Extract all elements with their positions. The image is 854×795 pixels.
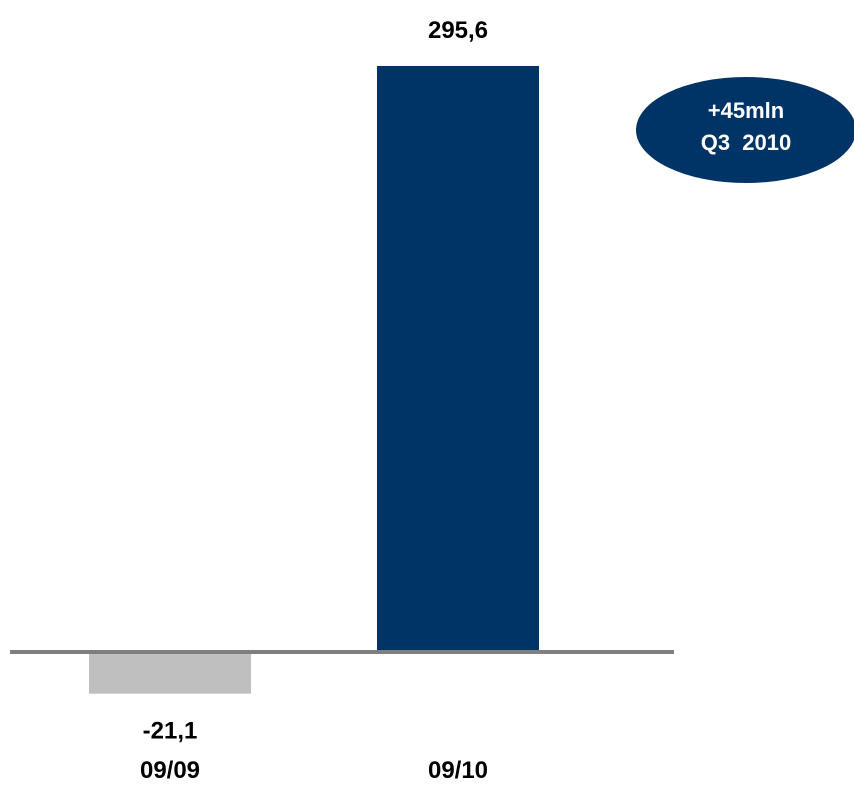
bar-09-09 — [89, 652, 251, 694]
annotation-badge: +45mln Q3 2010 — [636, 77, 854, 183]
annotation-line2: Q3 2010 — [701, 130, 792, 155]
bars-group — [89, 66, 539, 694]
annotation-ellipse — [636, 77, 854, 183]
category-label-09-09: 09/09 — [140, 757, 200, 784]
data-label-09-09: -21,1 — [143, 718, 198, 745]
bar-09-10 — [377, 66, 539, 650]
labels-group: -21,1 09/09 295,6 09/10 — [140, 17, 488, 784]
annotation-line1: +45mln — [708, 98, 784, 123]
data-label-09-10: 295,6 — [428, 17, 488, 44]
category-label-09-10: 09/10 — [428, 757, 488, 784]
